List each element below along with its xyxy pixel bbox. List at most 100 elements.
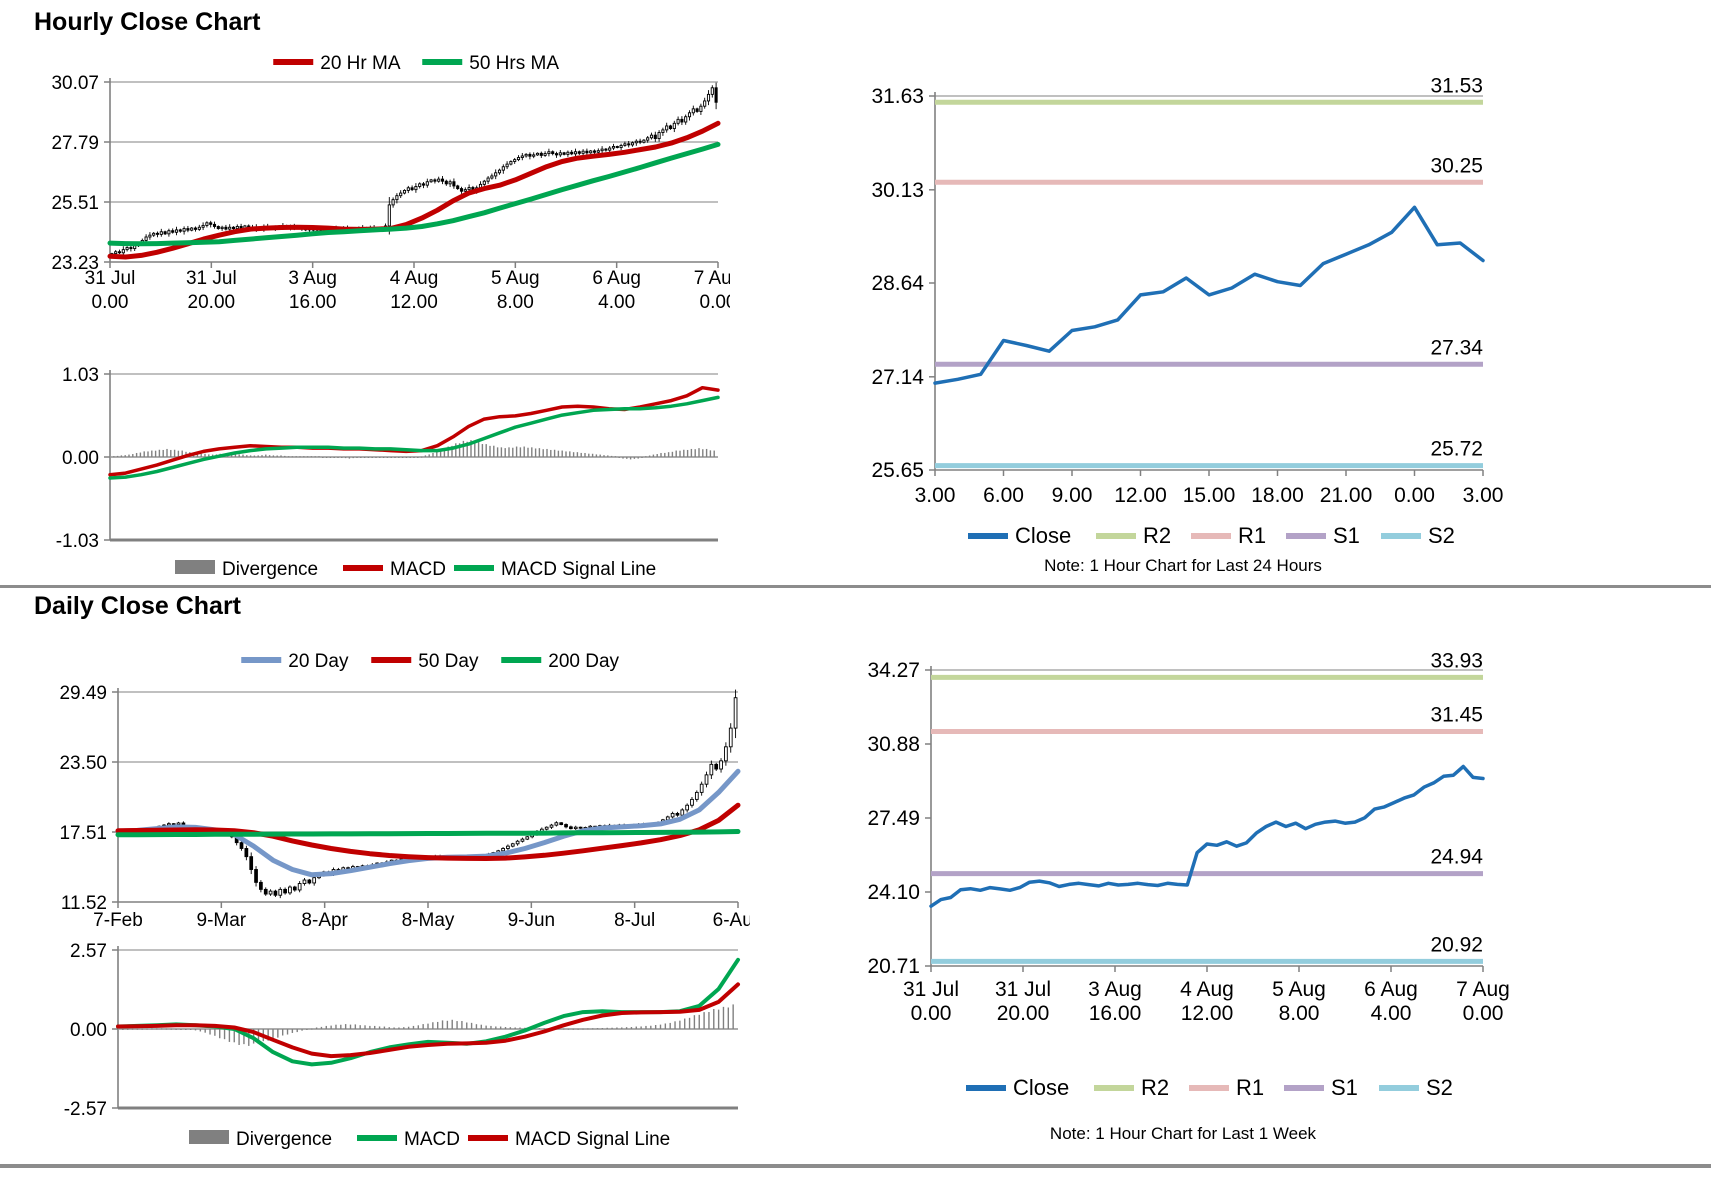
divergence-bar [601, 1028, 604, 1030]
divergence-bar [461, 1021, 463, 1029]
level-label-r2: 31.53 [1430, 74, 1483, 97]
candle-body [544, 826, 549, 830]
divergence-bar [722, 1006, 725, 1029]
svg-text:S2: S2 [1426, 1075, 1453, 1100]
divergence-bar [341, 457, 343, 458]
candle-body [144, 236, 148, 241]
divergence-bar [684, 1018, 686, 1029]
divergence-bar [493, 445, 495, 457]
candle-body [171, 230, 175, 233]
section-divider [0, 585, 1711, 588]
y-tick-label: 2.57 [70, 941, 107, 962]
candle-body [193, 227, 198, 230]
series-close [929, 764, 1485, 908]
series-close [933, 205, 1485, 385]
candle-body [592, 150, 597, 153]
candle-body [680, 809, 685, 816]
level-label-s1: 27.34 [1430, 336, 1483, 359]
legend-item-macd-signal-line: MACD Signal Line [454, 559, 656, 580]
candle-body [513, 159, 517, 162]
divergence-bar [132, 454, 134, 457]
divergence-bar [629, 457, 632, 460]
candle-body [558, 152, 562, 156]
divergence-bar [439, 449, 442, 457]
candle-body [528, 153, 532, 157]
series-50-day [115, 802, 741, 861]
divergence-bar [546, 448, 548, 457]
level-label-s2: 25.72 [1430, 438, 1483, 461]
divergence-bar [128, 454, 130, 457]
divergence-bar [246, 455, 248, 457]
divergence-bar [311, 1028, 313, 1030]
legend-item-macd-signal-line: MACD Signal Line [468, 1129, 670, 1150]
divergence-bar [732, 1004, 734, 1029]
divergence-bar [538, 1028, 541, 1030]
y-tick-label: 24.10 [867, 881, 920, 904]
candle-body [239, 226, 243, 229]
divergence-bar [143, 451, 145, 457]
candle-body [638, 140, 642, 143]
candle-body [437, 178, 441, 182]
x-tick-label: 3 Aug 16.00 [1088, 978, 1142, 1025]
x-tick-label: 12.00 [1114, 484, 1167, 507]
divergence-bar [413, 457, 415, 458]
legend-item-close: Close [968, 523, 1071, 548]
y-tick-label: 30.07 [51, 73, 99, 94]
candle-body [703, 100, 707, 107]
divergence-bar [543, 1028, 545, 1030]
candle-body [539, 152, 543, 156]
divergence-bar [124, 455, 126, 457]
divergence-bar [633, 457, 636, 459]
candle-body [273, 890, 278, 896]
divergence-bar [154, 450, 157, 457]
divergence-bar [591, 453, 594, 457]
candle-body [520, 838, 525, 842]
series-20-hr-ma [107, 120, 721, 260]
candle-body [159, 231, 163, 235]
divergence-bar [557, 450, 560, 457]
y-tick-label: 34.27 [867, 659, 920, 682]
divergence-bar [315, 1027, 318, 1029]
candle-body [174, 229, 179, 233]
divergence-bar [675, 450, 677, 457]
divergence-bar [698, 448, 700, 457]
x-tick-label: 6.00 [983, 484, 1024, 507]
candle-body [577, 151, 581, 154]
hourly-chart-note: Note: 1 Hour Chart for Last 24 Hours [1044, 556, 1322, 575]
divergence-bar [166, 448, 168, 457]
divergence-bar [177, 450, 180, 457]
divergence-bar [420, 456, 423, 458]
legend-item-r2: R2 [1096, 523, 1171, 548]
candle-body [733, 697, 738, 729]
divergence-bar [306, 456, 309, 458]
divergence-bar [344, 457, 347, 459]
divergence-bar [496, 447, 499, 457]
candle-body [649, 134, 654, 139]
legend-item-divergence: Divergence [189, 1129, 332, 1150]
divergence-bar [428, 454, 430, 457]
candle-body [186, 228, 190, 231]
divergence-bar [286, 1029, 289, 1035]
divergence-bar [196, 452, 199, 457]
x-tick-label: 6-Aug [713, 910, 750, 931]
y-tick-label: -2.57 [64, 1099, 107, 1120]
y-tick-label: 27.14 [871, 366, 924, 389]
divergence-bar [523, 446, 525, 457]
divergence-bar [705, 448, 708, 457]
divergence-bar [596, 1028, 599, 1030]
candle-body [163, 231, 167, 235]
divergence-bar [267, 1029, 269, 1041]
divergence-bar [344, 1024, 347, 1029]
divergence-bar [120, 455, 123, 457]
x-tick-label: 4 Aug 12.00 [1180, 978, 1234, 1025]
x-tick-label: 4 Aug 12.00 [390, 268, 439, 313]
svg-text:50 Hrs MA: 50 Hrs MA [469, 53, 559, 74]
candle-body [494, 172, 498, 177]
legend-item-50-day: 50 Day [371, 651, 479, 672]
candle-body [694, 791, 699, 800]
divergence-bar [451, 1019, 453, 1029]
candle-body [482, 180, 486, 185]
divergence-bar [268, 455, 271, 457]
divergence-bar [588, 453, 590, 457]
